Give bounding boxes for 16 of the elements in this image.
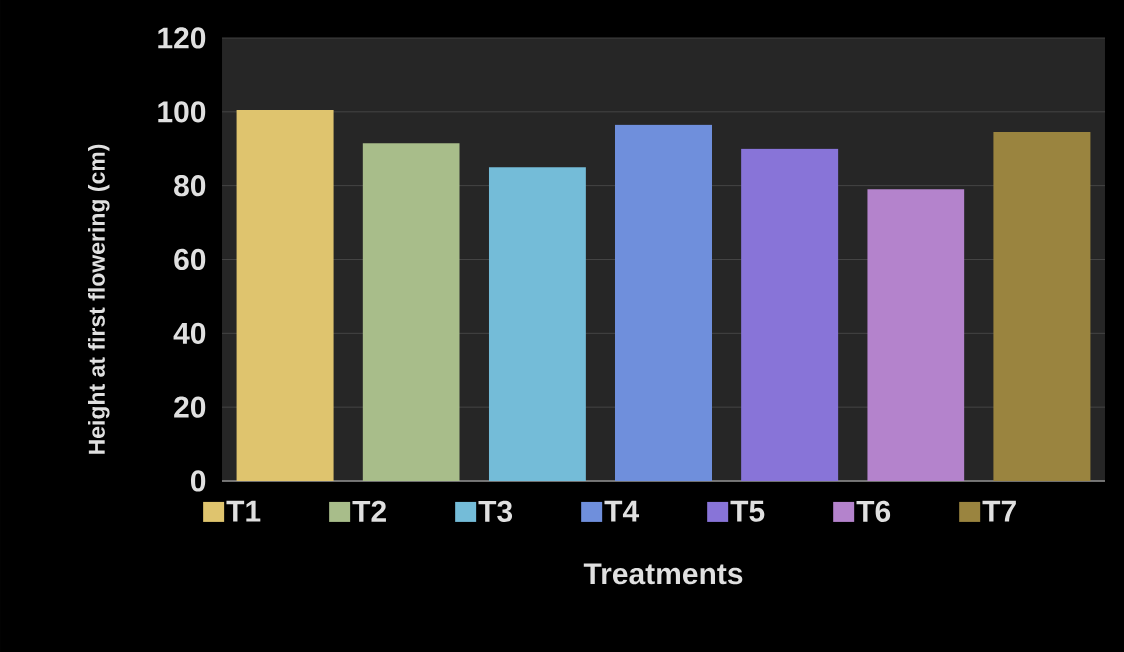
y-tick-label: 80 [174,175,206,197]
legend-label: T4 [604,500,640,522]
legend-label: T1 [226,500,261,522]
x-axis-title: Treatments [583,563,743,585]
y-tick-label: 0 [190,470,206,492]
y-tick-label: 60 [174,248,206,271]
y-tick-label: 120 [158,27,206,49]
y-tick-label: 40 [173,322,206,344]
y-tick-label: 100 [158,101,206,123]
legend-label: T3 [478,500,513,522]
y-tick-label: 20 [174,396,206,418]
legend-label: T2 [352,500,386,522]
legend-label: T5 [730,500,765,522]
legend-label: T6 [856,500,891,522]
y-axis-title: Height at first flowering (cm) [88,144,110,454]
legend-label: T7 [982,500,1016,522]
